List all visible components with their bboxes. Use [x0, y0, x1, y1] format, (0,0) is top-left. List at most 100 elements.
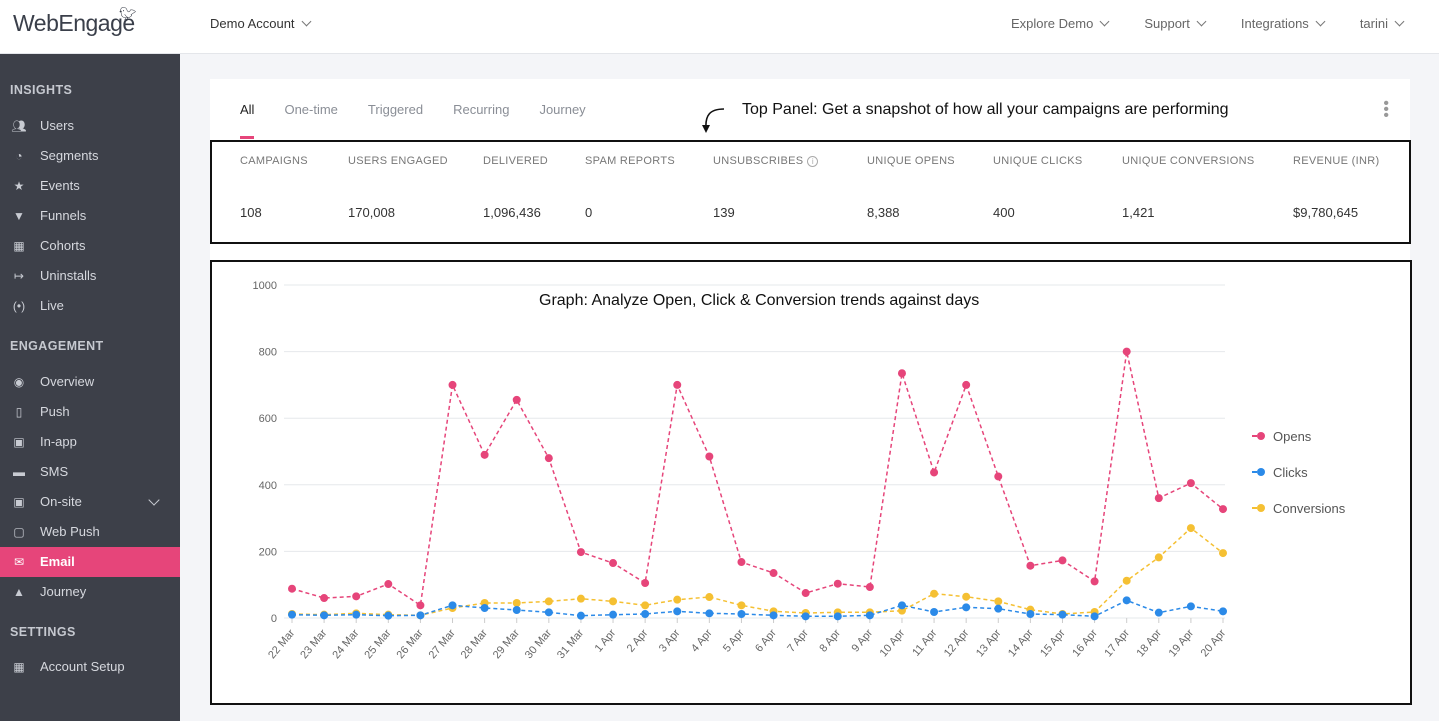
opens-dot-icon — [1257, 432, 1265, 440]
opens-point — [962, 380, 971, 389]
opens-point — [673, 380, 682, 389]
x-tick-label: 7 Apr — [785, 627, 811, 655]
clicks-point — [1122, 596, 1131, 605]
clicks-point — [930, 608, 939, 617]
x-tick-label: 3 Apr — [657, 627, 683, 655]
clicks-point — [673, 607, 682, 616]
sidebar-item-journey[interactable]: ▲ Journey — [0, 577, 180, 607]
segments-icon: ◔ — [15, 149, 23, 163]
conversions-point — [737, 601, 746, 610]
opens-point — [897, 369, 906, 378]
account-switcher[interactable]: Demo Account — [210, 16, 311, 31]
y-tick-label: 0 — [271, 613, 277, 625]
clicks-point — [769, 611, 778, 620]
stat-label: SPAM REPORTS — [585, 155, 675, 167]
conversions-point — [544, 597, 553, 606]
opens-point — [576, 548, 585, 557]
opens-point — [1219, 505, 1227, 514]
sidebar-item-uninstalls[interactable]: ↦ Uninstalls — [0, 261, 180, 291]
x-tick-label: 24 Mar — [330, 627, 361, 661]
clicks-point — [897, 601, 906, 610]
on-site-icon: ▣ — [13, 495, 25, 509]
sidebar-item-email[interactable]: ✉ Email — [0, 547, 180, 577]
chevron-down-icon[interactable] — [148, 494, 160, 506]
y-tick-label: 800 — [259, 347, 277, 359]
conversions-dot-icon — [1257, 504, 1265, 512]
sidebar-item-live[interactable]: (•) Live — [12, 298, 64, 313]
chevron-down-icon — [1196, 16, 1207, 27]
sidebar-item-users[interactable]: 👥︎ Users — [11, 118, 74, 133]
x-tick-label: 6 Apr — [753, 627, 779, 655]
x-tick-label: 19 Apr — [1167, 627, 1197, 659]
web-push-icon: ▢ — [13, 525, 25, 539]
campaigns-overview-card: All One-time Triggered Recurring Journey… — [210, 79, 1412, 705]
trend-graph-panel: 0 200 400 600 800 1000 22 Mar 23 Mar 24 Mar 25 Ma… — [210, 260, 1412, 705]
x-tick-label: 9 Apr — [849, 627, 875, 655]
opens-point — [352, 592, 361, 601]
stat-label: UNIQUE OPENS — [867, 155, 955, 167]
y-tick-label: 200 — [259, 546, 277, 558]
tab-recurring[interactable]: Recurring — [453, 102, 510, 117]
x-tick-label: 27 Mar — [427, 627, 458, 661]
sidebar-item-cohorts[interactable]: ▦ Cohorts — [0, 231, 180, 261]
opens-point — [801, 589, 810, 598]
clicks-point — [833, 612, 842, 621]
clicks-point — [1186, 602, 1195, 611]
clicks-point — [448, 601, 457, 610]
legend-item-conversions[interactable]: Conversions — [1252, 501, 1345, 537]
info-icon[interactable]: i — [807, 156, 819, 167]
x-tick-label: 11 Apr — [910, 627, 939, 659]
sidebar-item-sms[interactable]: ▬ SMS — [13, 464, 69, 479]
opens-point — [994, 472, 1003, 481]
clicks-point — [737, 610, 746, 619]
webengage-logo[interactable]: WebEngage 🐦︎ — [13, 6, 137, 37]
top-nav: Explore Demo Support Integrations tarini — [1011, 16, 1405, 31]
tab-triggered[interactable]: Triggered — [367, 102, 424, 117]
clicks-point — [384, 611, 393, 620]
x-tick-label: 28 Mar — [459, 627, 490, 661]
sidebar-item-funnels[interactable]: ▼ Funnels — [0, 201, 180, 231]
chevron-down-icon — [1099, 16, 1110, 27]
sidebar-item-web-push[interactable]: ▢ Web Push — [0, 517, 180, 547]
opens-point — [865, 583, 874, 592]
top-stats-panel: CAMPAIGNS 108 USERS ENGAGED 170,008 DELIVE… — [210, 140, 1411, 244]
sidebar-item-overview[interactable]: ◉ Overview — [0, 367, 180, 397]
conversions-point — [994, 597, 1003, 606]
sidebar-item-push[interactable]: ▯ Push — [0, 397, 180, 427]
conversions-point — [1154, 553, 1163, 562]
conversions-point — [512, 599, 521, 608]
stat-label: DELIVERED — [483, 155, 549, 167]
sidebar-section-settings: SETTINGS — [10, 625, 76, 639]
stat-value: 1,096,436 — [483, 205, 541, 220]
explore-demo-menu[interactable]: Explore Demo — [1011, 16, 1110, 31]
support-menu[interactable]: Support — [1144, 16, 1207, 31]
conversions-point — [673, 595, 682, 604]
sidebar-item-events[interactable]: ★ Events — [0, 171, 180, 201]
account-setup-icon: ▦ — [13, 660, 25, 674]
sidebar-item-account-setup[interactable]: ▦ Account Setup — [0, 652, 180, 682]
x-tick-label: 20 Apr — [1199, 627, 1229, 659]
y-tick-label: 400 — [259, 480, 277, 492]
tab-journey[interactable]: Journey — [539, 102, 586, 117]
opens-point — [641, 579, 650, 588]
tab-one-time[interactable]: One-time — [284, 102, 338, 117]
tab-all[interactable]: All — [240, 102, 255, 139]
opens-point — [288, 584, 296, 593]
clicks-point — [705, 609, 714, 618]
legend-item-opens[interactable]: Opens — [1252, 429, 1345, 465]
sidebar-item-in-app[interactable]: ▣ In-app — [0, 427, 180, 457]
y-tick-label: 1000 — [253, 280, 277, 292]
legend-item-clicks[interactable]: Clicks — [1252, 465, 1345, 501]
conversions-point — [1122, 576, 1131, 585]
sidebar-item-segments[interactable]: ◔ Segments — [0, 141, 180, 171]
opens-point — [1186, 479, 1195, 488]
opens-point — [416, 601, 425, 610]
user-menu[interactable]: tarini — [1360, 16, 1405, 31]
x-tick-label: 4 Apr — [689, 627, 715, 655]
integrations-menu[interactable]: Integrations — [1241, 16, 1326, 31]
clicks-point — [512, 606, 521, 615]
clicks-point — [320, 611, 329, 620]
more-options-icon[interactable]: • • • — [1383, 95, 1389, 124]
x-tick-label: 29 Mar — [491, 627, 522, 661]
sidebar-item-on-site[interactable]: ▣ On-site — [0, 487, 180, 517]
